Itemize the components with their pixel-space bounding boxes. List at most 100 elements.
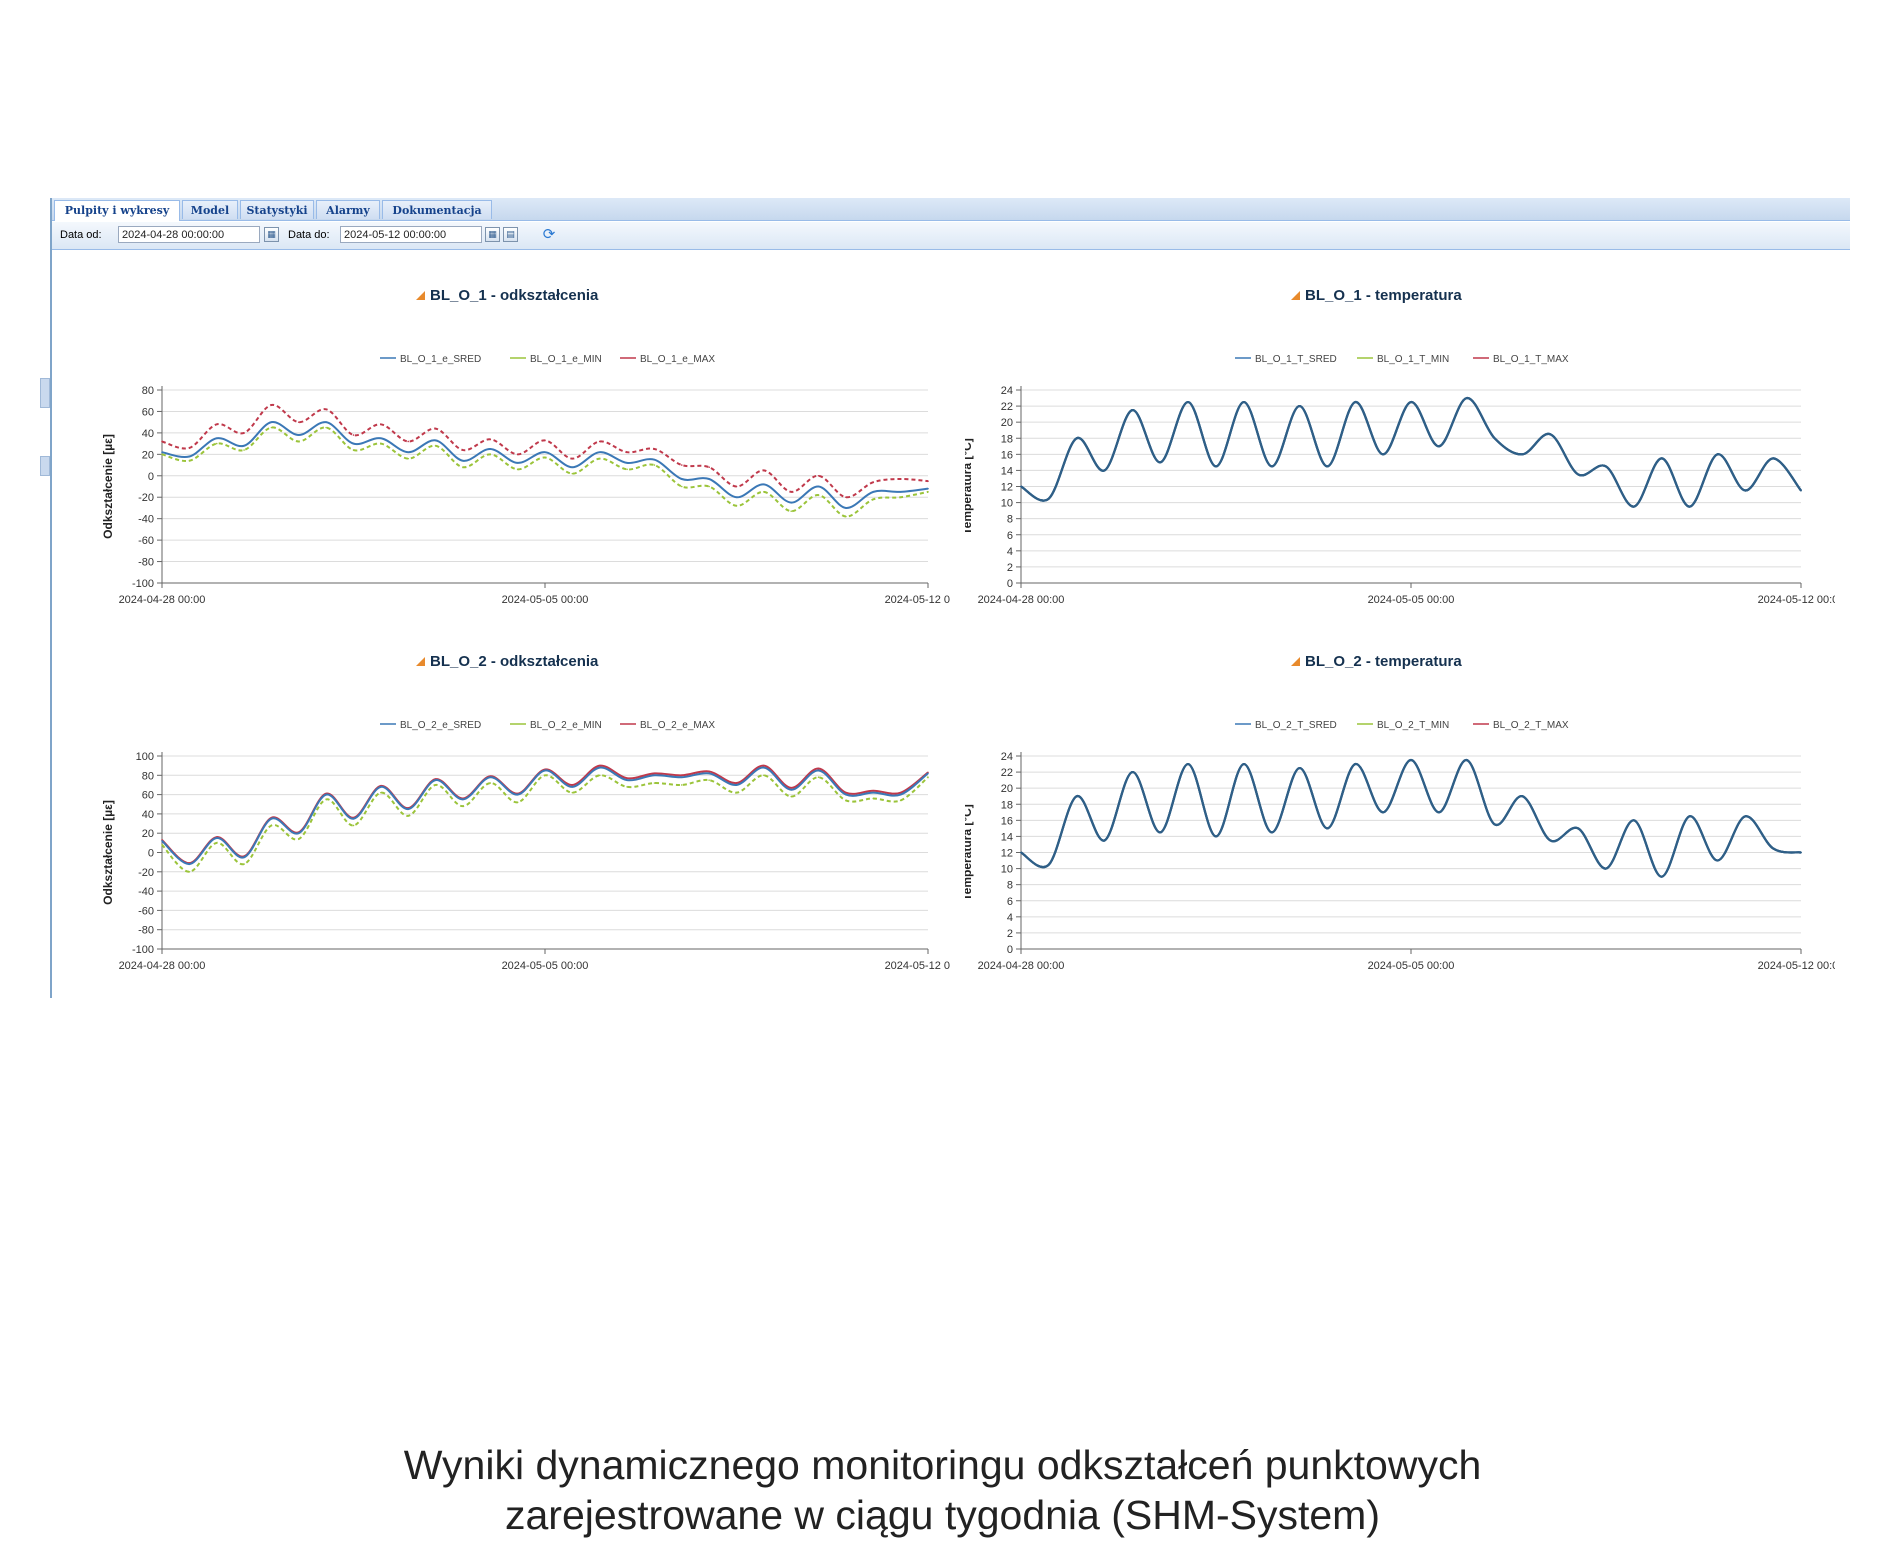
chart0-series-1-point-13 [516,468,519,471]
side-collapse-handle-2[interactable] [40,456,50,476]
chart0-series-1-point-16 [598,457,601,460]
chart3-ytick-label-1: 22 [1001,767,1013,779]
chart2-series-1-point-13 [516,801,519,804]
tab-statystyki[interactable]: Statystyki [240,200,314,219]
chart-bl-o-1-strain: BL_O_1 - odkształcenia BL_O_1_e_SRED BL_O_… [101,287,950,606]
chart3-y-axis-label: Temperatura [°C] [965,804,974,901]
chart1-series-0-point-28 [1800,489,1802,492]
chart1-series-0-point-13 [1382,453,1384,456]
chart1-series-0-point-2 [1075,437,1078,440]
chart0-series-1-point-23 [790,510,793,512]
tab-model[interactable]: Model [182,200,238,219]
chart2-series-2-point-17 [626,777,628,779]
date-from-calendar-icon[interactable]: ▦ [264,227,279,242]
chart0-ytick-label-1: 60 [142,406,154,418]
chart1-series-0-point-15 [1438,445,1440,448]
chart3-ytick-label-3: 18 [1001,799,1013,811]
date-to-clear-icon[interactable]: ▤ [503,227,518,242]
chart0-series-0-point-4 [270,421,273,423]
chart1-ytick-label-10: 4 [1007,546,1013,558]
chart2-series-0-point-6 [325,793,327,796]
chart0-series-1-point-28 [927,491,929,493]
chart0-series-2-point-21 [735,485,738,488]
chart3-series-0-point-13 [1382,811,1384,814]
chart3-series-0-point-11 [1326,827,1329,830]
chart2-series-1-point-14 [544,774,546,777]
chart0-series-1-point-11 [462,466,464,468]
date-to-label: Data do: [288,229,330,241]
chart2-series-1-point-10 [434,784,437,786]
chart3-legend-label-1: BL_O_2_T_MIN [1377,720,1449,731]
chart0-series-0-point-12 [489,448,492,450]
chart0-series-2-point-7 [352,434,355,436]
tab-pulpity-i-wykresy[interactable]: Pulpity i wykresy [54,200,180,221]
chart2-legend-label-0: BL_O_2_e_SRED [400,720,481,731]
chart0-series-1-point-5 [297,440,300,443]
date-to-calendar-icon[interactable]: ▦ [485,227,500,242]
chart0-series-0-point-3 [243,444,245,447]
chart0-series-1-point-14 [544,456,546,459]
chart2-series-1-point-8 [380,791,382,794]
chart2-series-0-point-15 [571,786,574,788]
chart0-ytick-label-6: -40 [138,514,154,526]
chart2-ytick-label-1: 80 [142,770,154,782]
chart0-series-0-point-13 [516,462,519,464]
chart2-series-1-point-1 [188,871,191,873]
chart2-series-1-point-6 [325,798,327,801]
chart2-series-0-point-12 [489,776,492,779]
chart2-series-1-point-5 [297,838,300,840]
chart0-series-1-point-1 [188,459,191,462]
chart1-series-0-point-0 [1020,485,1022,488]
chart1-series-0-point-24 [1688,505,1691,508]
chart0-ytick-label-8: -80 [138,557,154,569]
chart2-series-1-point-25 [845,799,847,802]
chart2-series-1-point-3 [243,863,245,865]
chart1-ytick-label-4: 16 [1001,449,1013,461]
chart3-ytick-label-0: 24 [1001,751,1013,763]
chart0-ytick-label-3: 20 [142,449,154,461]
chart3-series-0-point-18 [1521,795,1524,798]
chart2-ytick-label-3: 40 [142,809,154,821]
chart2-series-1-point-12 [489,782,492,784]
date-from-input[interactable]: 2024-04-28 00:00:00 [118,226,260,243]
chart0-legend-label-0: BL_O_1_e_SRED [400,354,481,365]
chart1-y-axis-label: Temperatura [°C] [965,438,974,535]
chart0-series-2-point-14 [544,439,546,442]
date-to-input[interactable]: 2024-05-12 00:00:00 [340,226,482,243]
chart0-series-0-point-5 [297,434,300,436]
chart2-series-2-point-19 [680,774,683,777]
chart0-series-1-point-4 [270,426,273,429]
chart3-xtick-label-1: 2024-05-05 00:00 [1368,960,1455,972]
side-collapse-handle[interactable] [40,378,50,408]
chart2-series-1-point-17 [626,786,628,788]
chart3-series-0-point-20 [1577,827,1579,830]
chart0-series-2-point-27 [899,478,902,480]
chart1-xtick-label-0: 2024-04-28 00:00 [978,594,1065,606]
chart0-ytick-label-2: 40 [142,428,154,440]
chart0-series-2-point-5 [297,421,300,423]
chart0-series-2-point-18 [653,448,656,450]
chart1-series-0-point-20 [1577,473,1579,476]
chart0-series-2-point-1 [188,447,191,449]
chart1-ytick-label-5: 14 [1001,465,1013,477]
chart0-title-marker-icon [416,291,425,300]
monitoring-app-window: Pulpity i wykresy Model Statystyki Alarm… [50,198,1850,998]
chart0-series-2-point-24 [817,474,820,477]
caption-line-2: zarejestrowane w ciągu tygodnia (SHM-Sys… [505,1492,1380,1538]
chart0-series-0-point-20 [708,478,710,480]
chart0-series-2-point-15 [571,457,574,460]
tab-alarmy[interactable]: Alarmy [316,200,380,219]
chart1-series-0-point-22 [1633,505,1635,508]
chart2-series-0-point-7 [352,817,355,820]
chart0-series-0-point-11 [462,459,464,462]
chart3-series-0-point-10 [1298,767,1301,769]
chart3-legend-label-2: BL_O_2_T_MAX [1493,720,1569,731]
chart0-series-1-point-21 [735,505,738,507]
chart0-series-2-point-9 [407,440,410,443]
chart2-series-0-point-17 [626,779,628,781]
chart2-series-0-point-16 [598,766,601,769]
chart0-series-0-point-0 [161,451,163,453]
refresh-icon[interactable]: ⟳ [542,226,556,243]
chart2-series-0-point-24 [817,769,820,772]
tab-dokumentacja[interactable]: Dokumentacja [382,200,492,219]
